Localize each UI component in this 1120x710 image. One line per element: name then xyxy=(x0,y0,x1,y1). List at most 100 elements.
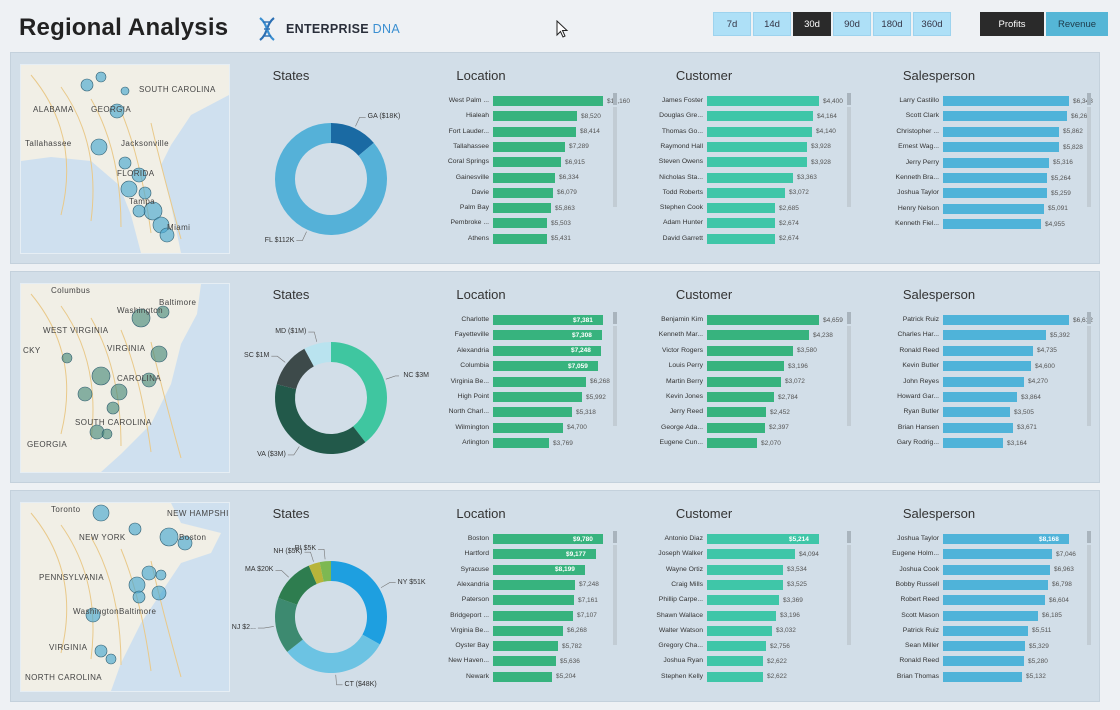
customer-bar-row[interactable]: Stephen Kelly $2,622 xyxy=(623,671,865,683)
map-bubble[interactable] xyxy=(85,607,101,623)
bar[interactable] xyxy=(493,641,558,652)
customer-bar-row[interactable]: Martin Berry $3,072 xyxy=(623,376,865,388)
bar[interactable] xyxy=(943,203,1044,214)
revenue-button[interactable]: Revenue xyxy=(1046,12,1108,36)
customer-bar-row[interactable]: Eugene Cun... $2,070 xyxy=(623,437,865,449)
bar[interactable] xyxy=(493,610,573,621)
location-bar-row[interactable]: Palm Bay $5,863 xyxy=(409,202,649,214)
salesperson-bar-row[interactable]: Charles Har... $5,392 xyxy=(859,329,1115,341)
region-map[interactable]: ALABAMA GEORGIA SOUTH CAROLINA Tallahassee J… xyxy=(20,64,230,254)
scrollbar-track[interactable] xyxy=(1087,107,1091,207)
salesperson-bar-row[interactable]: Eugene Holm... $7,046 xyxy=(859,548,1115,560)
bar[interactable] xyxy=(493,438,549,449)
donut-slice[interactable] xyxy=(287,634,380,673)
donut-slice[interactable] xyxy=(275,597,303,652)
salesperson-bar-row[interactable]: Ronald Reed $5,280 xyxy=(859,655,1115,667)
bar[interactable] xyxy=(493,564,585,575)
map-bubble[interactable] xyxy=(132,204,146,218)
location-bar-row[interactable]: Oyster Bay $5,782 xyxy=(409,640,649,652)
salesperson-bar-row[interactable]: Larry Castillo $6,348 xyxy=(859,95,1115,107)
map-bubble[interactable] xyxy=(138,186,152,200)
salesperson-bar-row[interactable]: Brian Thomas $5,132 xyxy=(859,671,1115,683)
location-bar-row[interactable]: Columbia $7,059 xyxy=(409,360,649,372)
bar[interactable] xyxy=(707,564,783,575)
bar[interactable] xyxy=(943,188,1047,199)
bar[interactable] xyxy=(493,376,586,387)
bar[interactable] xyxy=(493,203,551,214)
bar[interactable] xyxy=(943,315,1069,325)
period-90d-button[interactable]: 90d xyxy=(833,12,871,36)
scrollbar[interactable] xyxy=(613,93,617,105)
map-bubble[interactable] xyxy=(132,590,146,604)
bar[interactable] xyxy=(707,141,807,152)
bar[interactable] xyxy=(943,345,1033,356)
scrollbar-track[interactable] xyxy=(613,326,617,426)
customer-bar-row[interactable]: Phillip Carpe... $3,369 xyxy=(623,594,865,606)
map-bubble[interactable] xyxy=(106,401,120,415)
bar[interactable] xyxy=(943,361,1031,372)
bar[interactable] xyxy=(707,330,809,341)
map-bubble[interactable] xyxy=(61,352,73,364)
bar[interactable] xyxy=(493,595,574,606)
bar[interactable] xyxy=(943,173,1047,183)
map-bubble[interactable] xyxy=(77,386,93,402)
customer-bar-row[interactable]: Wayne Ortiz $3,534 xyxy=(623,564,865,576)
bar[interactable] xyxy=(493,233,547,244)
scrollbar[interactable] xyxy=(1087,531,1091,543)
bar[interactable] xyxy=(943,392,1017,402)
salesperson-bar-row[interactable]: Brian Hansen $3,671 xyxy=(859,422,1115,434)
salesperson-bar-row[interactable]: Scott Mason $6,185 xyxy=(859,610,1115,622)
bar[interactable] xyxy=(943,330,1046,341)
location-bar-row[interactable]: Arlington $3,769 xyxy=(409,437,649,449)
map-bubble[interactable] xyxy=(159,527,179,547)
location-bar-row[interactable]: High Point $5,992 xyxy=(409,391,649,403)
map-bubble[interactable] xyxy=(95,71,107,83)
bar[interactable] xyxy=(493,361,598,372)
donut-slice[interactable] xyxy=(276,348,314,390)
customer-bar-row[interactable]: David Garrett $2,674 xyxy=(623,233,865,245)
location-bar-row[interactable]: Boston $9,780 xyxy=(409,533,649,545)
salesperson-bar-row[interactable]: Robert Reed $6,604 xyxy=(859,594,1115,606)
bar[interactable] xyxy=(493,218,547,229)
salesperson-bar-row[interactable]: Joshua Taylor $8,168 xyxy=(859,533,1115,545)
map-bubble[interactable] xyxy=(105,653,117,665)
period-360d-button[interactable]: 360d xyxy=(913,12,951,36)
map-bubble[interactable] xyxy=(159,227,175,243)
region-map[interactable]: Columbus Washington Baltimore WEST VIRGINIA… xyxy=(20,283,230,473)
bar[interactable] xyxy=(707,610,776,621)
customer-bar-row[interactable]: Adam Hunter $2,674 xyxy=(623,217,865,229)
customer-bar-row[interactable]: Antonio Diaz $5,214 xyxy=(623,533,865,545)
bar[interactable] xyxy=(707,203,775,214)
bar[interactable] xyxy=(707,96,819,106)
scrollbar-track[interactable] xyxy=(1087,326,1091,426)
scrollbar-track[interactable] xyxy=(847,545,851,645)
donut-slice[interactable] xyxy=(304,342,331,367)
period-180d-button[interactable]: 180d xyxy=(873,12,911,36)
bar[interactable] xyxy=(707,361,784,372)
customer-bar-row[interactable]: George Ada... $2,397 xyxy=(623,422,865,434)
bar[interactable] xyxy=(493,549,596,560)
bar[interactable] xyxy=(493,126,576,137)
location-bar-row[interactable]: Fort Lauder... $8,414 xyxy=(409,126,649,138)
bar[interactable] xyxy=(707,126,812,137)
bar[interactable] xyxy=(943,126,1059,137)
bar[interactable] xyxy=(707,157,807,168)
location-bar-row[interactable]: New Haven... $5,636 xyxy=(409,655,649,667)
scrollbar[interactable] xyxy=(847,531,851,543)
donut-slice[interactable] xyxy=(308,562,324,584)
location-bar-row[interactable]: Fayetteville $7,308 xyxy=(409,329,649,341)
donut-slice[interactable] xyxy=(275,384,366,454)
bar[interactable] xyxy=(707,656,763,667)
scrollbar-track[interactable] xyxy=(847,107,851,207)
customer-bar-row[interactable]: Todd Roberts $3,072 xyxy=(623,187,865,199)
location-bar-row[interactable]: Pembroke ... $5,503 xyxy=(409,217,649,229)
map-bubble[interactable] xyxy=(128,576,146,594)
location-bar-row[interactable]: Virginia Be... $6,268 xyxy=(409,376,649,388)
customer-bar-row[interactable]: Joseph Walker $4,094 xyxy=(623,548,865,560)
bar[interactable] xyxy=(943,157,1049,168)
scrollbar[interactable] xyxy=(613,531,617,543)
bar[interactable] xyxy=(493,625,563,636)
location-bar-row[interactable]: Hialeah $8,520 xyxy=(409,110,649,122)
customer-bar-row[interactable]: Kenneth Mar... $4,238 xyxy=(623,329,865,341)
map-bubble[interactable] xyxy=(92,504,110,522)
